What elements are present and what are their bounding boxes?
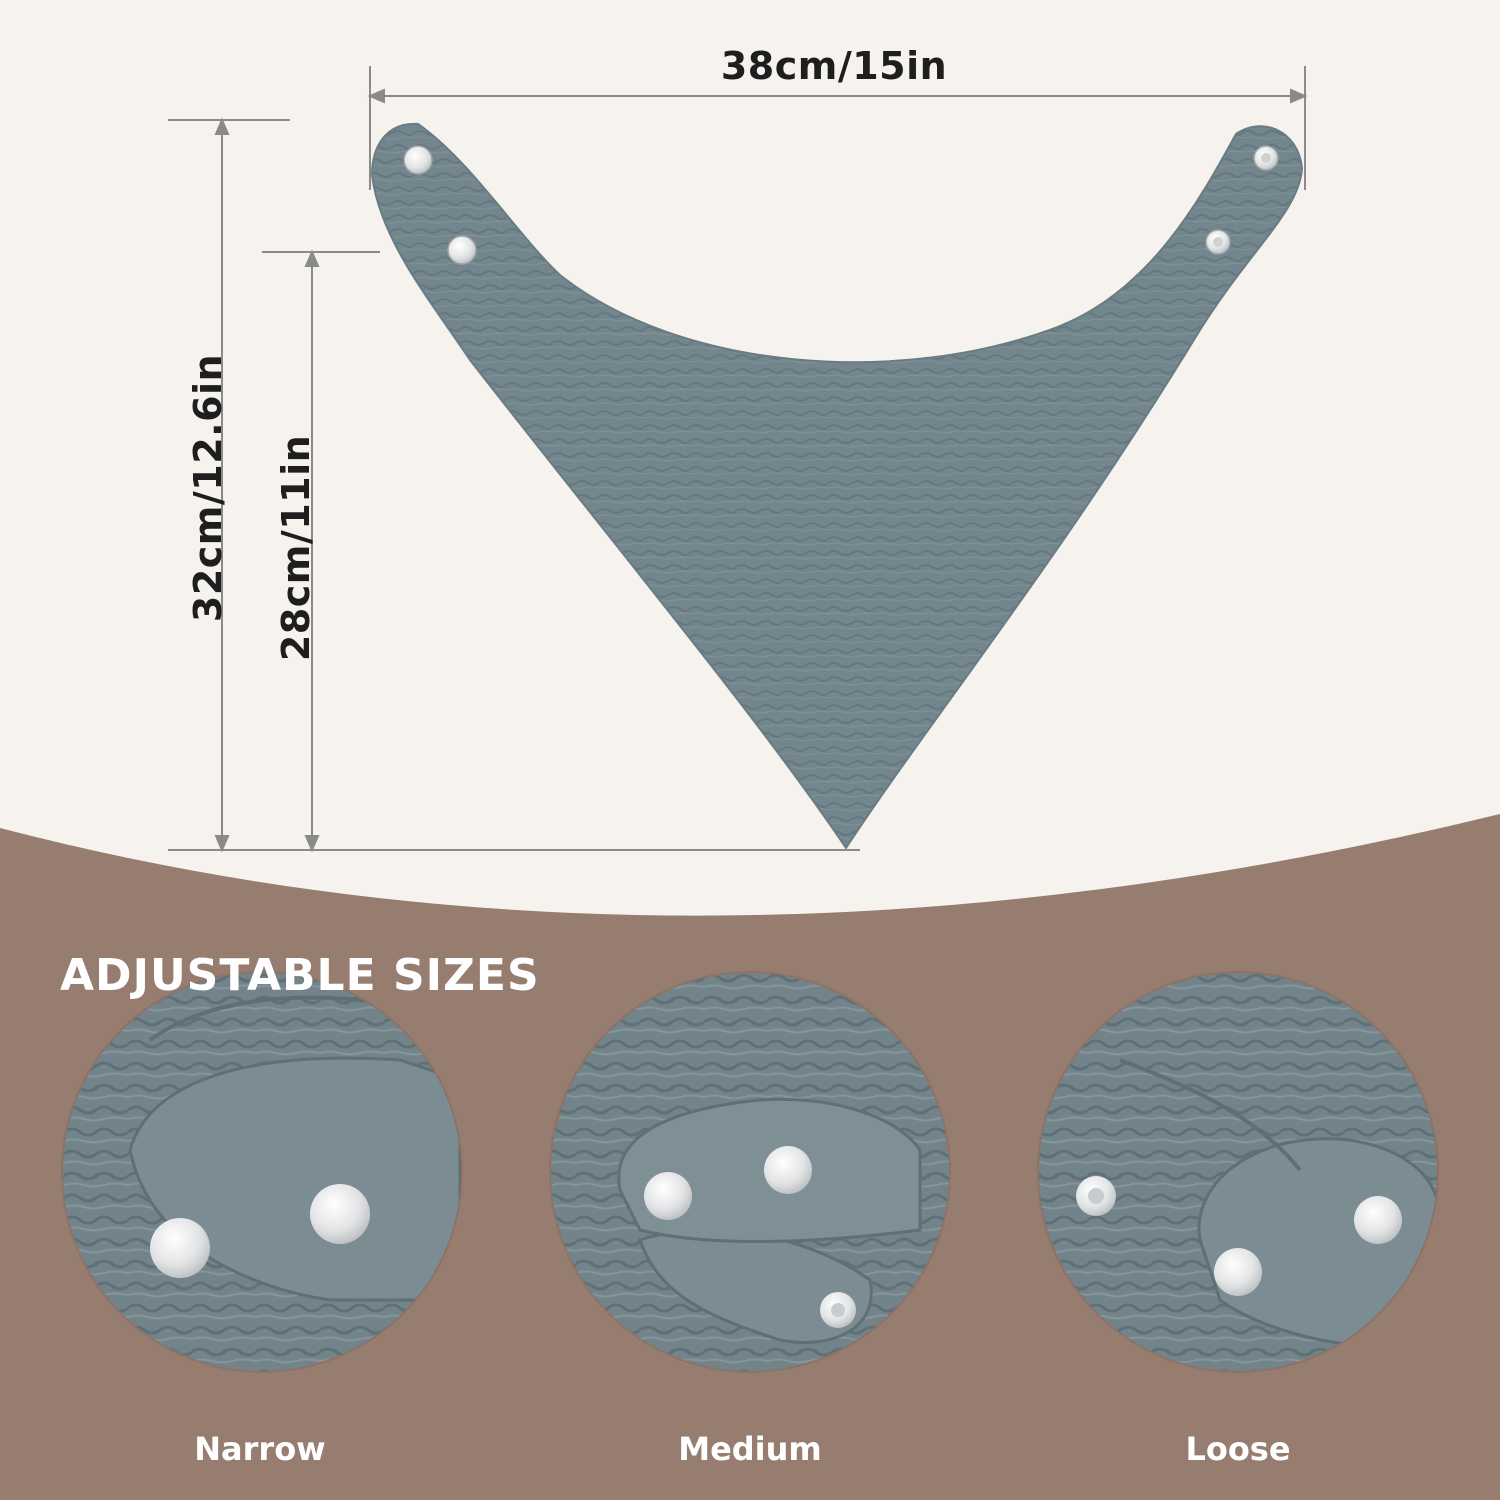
size-medium-image [550, 972, 950, 1372]
size-label-loose: Loose [1185, 1430, 1291, 1468]
snap-icon [1354, 1196, 1402, 1244]
dimension-lines [168, 66, 1308, 853]
height-inner-dimension-label: 28cm/11in [274, 434, 318, 662]
snap-icon [310, 1184, 370, 1244]
width-dimension-label: 38cm/15in [720, 44, 948, 88]
bib-image [370, 122, 1304, 850]
snap-icon [150, 1218, 210, 1278]
snap-icon [644, 1172, 692, 1220]
snap-icon [764, 1146, 812, 1194]
snap-icon [1214, 1248, 1262, 1296]
size-label-medium: Medium [678, 1430, 822, 1468]
snap-icon [447, 235, 477, 265]
snap-icon [403, 145, 433, 175]
size-narrow-image [62, 972, 462, 1372]
size-loose-image [1038, 972, 1438, 1372]
section-heading: ADJUSTABLE SIZES [60, 950, 540, 1001]
height-total-dimension-label: 32cm/12.6in [186, 353, 230, 623]
size-label-narrow: Narrow [194, 1430, 326, 1468]
